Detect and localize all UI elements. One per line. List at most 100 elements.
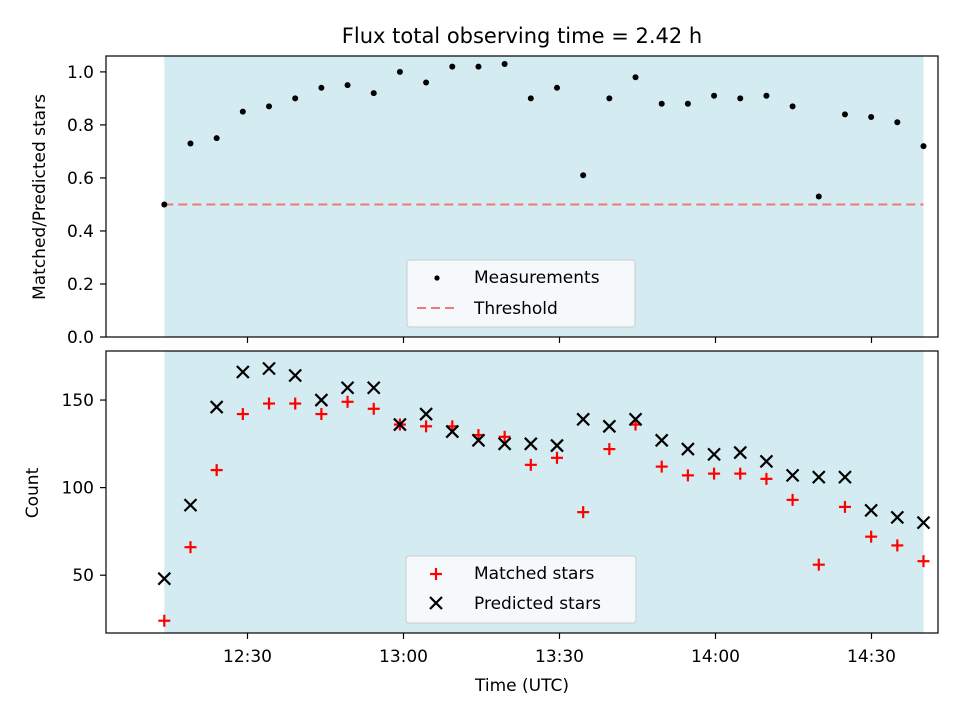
- predicted-star-point: [838, 470, 852, 484]
- measurement-point: [239, 108, 246, 115]
- matched-star-point: [210, 464, 223, 477]
- measurement-point: [318, 84, 325, 91]
- x-axis-label: Time (UTC): [474, 676, 569, 696]
- top-legend: Measurements Threshold: [406, 259, 636, 328]
- matched-star-point: [263, 397, 276, 410]
- matched-star-point: [734, 467, 747, 480]
- bottom-y-tick-label: 50: [72, 566, 94, 586]
- measurement-point: [501, 60, 508, 67]
- predicted-star-point: [419, 407, 433, 421]
- matched-star-point: [681, 469, 694, 482]
- star-count-points: [157, 361, 931, 627]
- matched-star-point: [812, 558, 825, 571]
- predicted-star-point: [157, 571, 172, 586]
- measurement-point: [868, 113, 875, 120]
- measurement-point: [606, 95, 613, 102]
- matched-star-point: [786, 493, 799, 506]
- predicted-star-point: [314, 393, 329, 407]
- measurement-point: [396, 68, 403, 75]
- top-axes-frame: [105, 55, 939, 338]
- measurement-point: [711, 92, 718, 99]
- predicted-star-point: [602, 419, 617, 434]
- bottom-y-axis-label: Count: [23, 467, 43, 518]
- matched-legend-marker: [430, 568, 442, 580]
- measurement-point: [187, 140, 194, 147]
- x-tick-label: 13:30: [535, 647, 584, 667]
- matched-star-point: [341, 395, 354, 408]
- measurement-point: [449, 63, 456, 70]
- measurement-points: [161, 60, 927, 208]
- measurement-point: [161, 201, 168, 208]
- measurement-point: [475, 63, 482, 70]
- predicted-star-point: [445, 424, 460, 439]
- bottom-y-ticks: 50 100 150: [62, 391, 106, 586]
- x-tick-label: 13:00: [379, 647, 428, 667]
- matched-star-point: [577, 506, 590, 519]
- measurement-point: [370, 90, 377, 97]
- top-y-tick-label: 0.4: [67, 222, 94, 242]
- measurement-point: [423, 79, 430, 86]
- matched-star-point: [184, 541, 197, 554]
- predicted-star-point: [183, 498, 198, 512]
- matched-star-point: [760, 472, 773, 485]
- bottom-y-tick-label: 100: [62, 479, 94, 499]
- predicted-star-point: [340, 381, 355, 395]
- measurement-point: [684, 100, 691, 107]
- top-y-axis-label: Matched/Predicted stars: [30, 94, 50, 300]
- top-y-tick-label: 1.0: [67, 63, 94, 83]
- matched-star-point: [603, 443, 616, 456]
- chart-title: Flux total observing time = 2.42 h: [342, 24, 702, 48]
- measurement-point: [292, 95, 299, 102]
- predicted-star-point: [864, 503, 878, 518]
- x-tick-label: 12:30: [223, 647, 272, 667]
- top-y-tick-label: 0.8: [67, 116, 94, 136]
- matched-star-point: [158, 614, 171, 627]
- predicted-legend-marker: [429, 596, 443, 610]
- matched-star-point: [655, 460, 668, 473]
- matched-star-point: [891, 539, 904, 552]
- predicted-legend-label: Predicted stars: [474, 594, 601, 614]
- measurement-point: [894, 119, 901, 126]
- measurement-point: [841, 111, 848, 118]
- predicted-star-point: [707, 447, 721, 462]
- predicted-star-point: [524, 437, 538, 451]
- predicted-star-point: [288, 368, 302, 383]
- matched-star-point: [498, 430, 511, 443]
- matched-star-point: [315, 408, 328, 421]
- top-y-tick-label: 0.6: [67, 169, 94, 189]
- predicted-star-point: [236, 365, 250, 379]
- measurement-point: [789, 103, 796, 110]
- predicted-star-point: [681, 442, 695, 456]
- predicted-star-point: [812, 470, 826, 484]
- matched-legend-label: Matched stars: [474, 564, 594, 584]
- bottom-x-ticks: 12:30 13:00 13:30 14:00 14:30: [223, 633, 896, 667]
- measurement-point: [553, 84, 560, 91]
- measurement-point: [763, 92, 770, 99]
- predicted-star-point: [916, 515, 931, 530]
- bottom-axes-frame: [105, 350, 939, 634]
- top-y-tick-label: 0.2: [67, 275, 94, 295]
- measurement-point: [213, 135, 220, 142]
- predicted-star-point: [471, 433, 486, 448]
- predicted-star-point: [393, 417, 407, 432]
- predicted-star-point: [733, 445, 748, 460]
- measurement-point: [658, 100, 665, 107]
- measurement-point: [815, 193, 822, 200]
- matched-star-point: [420, 420, 433, 433]
- predicted-star-point: [759, 454, 774, 469]
- measurement-point: [737, 95, 744, 102]
- matched-star-point: [917, 555, 930, 568]
- predicted-star-point: [890, 510, 905, 525]
- x-tick-label: 14:30: [847, 647, 896, 667]
- predicted-star-point: [497, 437, 512, 451]
- measurements-legend-label: Measurements: [474, 268, 600, 288]
- top-y-tick-label: 0.0: [67, 328, 94, 348]
- measurements-legend-marker: [434, 275, 440, 281]
- matched-star-point: [236, 408, 249, 421]
- x-tick-label: 14:00: [691, 647, 740, 667]
- predicted-star-point: [550, 438, 564, 453]
- measurement-point: [266, 103, 273, 110]
- predicted-star-point: [576, 412, 590, 427]
- matched-star-point: [367, 402, 380, 415]
